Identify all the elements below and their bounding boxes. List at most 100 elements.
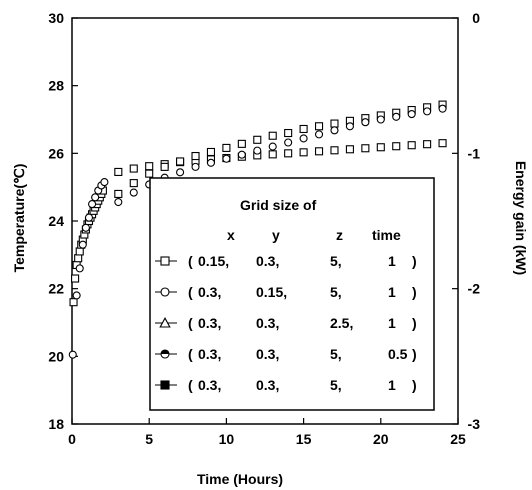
- legend-cell: 5,: [330, 377, 342, 393]
- data-point: [129, 164, 138, 173]
- data-point: [72, 291, 81, 300]
- data-point: [299, 134, 308, 143]
- legend-title: Grid size of: [240, 197, 317, 213]
- legend-header-z: z: [336, 227, 343, 243]
- data-point: [392, 142, 401, 151]
- y-left-tick-label: 18: [48, 416, 64, 432]
- legend-cell: (: [188, 377, 193, 393]
- data-point: [78, 240, 87, 249]
- legend-marker: [160, 349, 170, 359]
- legend-marker: [160, 287, 170, 297]
- data-point: [284, 128, 293, 138]
- legend-row: (0.15, 0.3, 5, 1): [155, 253, 417, 269]
- legend-cell: (: [188, 253, 193, 269]
- data-point: [284, 138, 293, 147]
- data-point: [407, 110, 416, 119]
- data-point: [299, 148, 308, 157]
- data-point: [423, 107, 432, 116]
- series-2: [114, 100, 447, 198]
- data-point: [284, 149, 293, 158]
- data-point: [330, 126, 339, 135]
- x-tick-label: 15: [296, 431, 312, 447]
- legend-cell: 0.5: [388, 346, 408, 362]
- data-point: [206, 158, 216, 167]
- data-point: [191, 151, 200, 161]
- x-tick-label: 20: [373, 431, 389, 447]
- y-right-tick-label: -1: [468, 145, 481, 161]
- y-right-tick-label: -2: [468, 281, 481, 297]
- data-point: [206, 147, 216, 157]
- data-point: [253, 146, 262, 155]
- data-point: [68, 350, 77, 359]
- y-left-tick-label: 24: [48, 213, 64, 229]
- x-tick-label: 10: [219, 431, 235, 447]
- y-right-tick-label: -3: [468, 416, 481, 432]
- legend-cell: ): [412, 346, 417, 362]
- data-point: [438, 139, 447, 148]
- data-point: [129, 188, 138, 197]
- legend-cell: 1: [388, 253, 396, 269]
- y-right-tick-label: 0: [472, 10, 480, 26]
- legend-header-time: time: [372, 227, 401, 243]
- data-point: [69, 298, 78, 307]
- data-point: [330, 119, 339, 128]
- data-point: [376, 115, 385, 124]
- data-point: [423, 140, 432, 149]
- data-point: [81, 223, 90, 232]
- x-tick-label: 5: [145, 431, 153, 447]
- data-point: [299, 124, 308, 134]
- data-point: [392, 112, 401, 121]
- y-left-tick-label: 22: [48, 281, 64, 297]
- legend-cell: 5,: [330, 253, 342, 269]
- legend-cell: 0.15,: [198, 253, 229, 269]
- y-left-tick-label: 30: [48, 10, 64, 26]
- data-point: [191, 162, 200, 171]
- legend-cell: 1: [388, 284, 396, 300]
- data-point: [100, 178, 109, 187]
- y-left-tick-label: 28: [48, 78, 64, 94]
- data-point: [268, 150, 277, 159]
- legend-cell: 0.3,: [198, 346, 221, 362]
- legend-cell: 0.3,: [198, 377, 221, 393]
- legend-row: (0.3, 0.3, 2.5, 1): [155, 315, 417, 331]
- legend-cell: 5,: [330, 284, 342, 300]
- legend-cell: 2.5,: [330, 315, 353, 331]
- legend-header-x: x: [227, 227, 235, 243]
- legend-row: (0.3, 0.3, 5, 1): [155, 377, 417, 393]
- data-point: [74, 254, 83, 263]
- data-point: [84, 213, 94, 222]
- legend: Grid size of x y z time (0.15, 0.3, 5, 1)(0…: [149, 177, 435, 411]
- data-point: [88, 200, 97, 209]
- data-point: [75, 247, 84, 256]
- y-left-tick-label: 26: [48, 145, 64, 161]
- data-point: [407, 141, 416, 150]
- y-left-tick-label: 20: [48, 348, 64, 364]
- data-point: [75, 264, 84, 273]
- data-point: [160, 162, 169, 171]
- x-tick-label: 0: [68, 431, 76, 447]
- legend-box: [149, 177, 435, 411]
- data-point: [145, 162, 154, 171]
- legend-marker: [160, 380, 170, 390]
- data-point: [222, 154, 231, 163]
- data-point: [438, 104, 447, 113]
- legend-cell: ): [412, 377, 417, 393]
- data-point: [330, 146, 339, 155]
- legend-cell: 1: [388, 377, 396, 393]
- data-point: [361, 144, 370, 153]
- data-point: [114, 198, 123, 207]
- axes: 0 5 10 15 20 25 18 20 22 24 26 28 30 -3 -2 -1 0: [48, 10, 480, 447]
- legend-cell: (: [188, 315, 193, 331]
- legend-cell: (: [188, 346, 193, 362]
- marker-fill: [161, 350, 169, 354]
- data-point: [71, 274, 80, 283]
- data-point: [176, 157, 185, 166]
- data-point: [114, 189, 123, 198]
- legend-cell: 0.3,: [256, 346, 279, 362]
- legend-cell: 0.3,: [256, 377, 279, 393]
- legend-cell: ): [412, 284, 417, 300]
- legend-rows: (0.15, 0.3, 5, 1) (0.3, 0.15, 5, 1) (0.3, 0.3, 2.5…: [155, 253, 417, 393]
- data-point: [345, 122, 354, 131]
- data-point: [314, 147, 324, 156]
